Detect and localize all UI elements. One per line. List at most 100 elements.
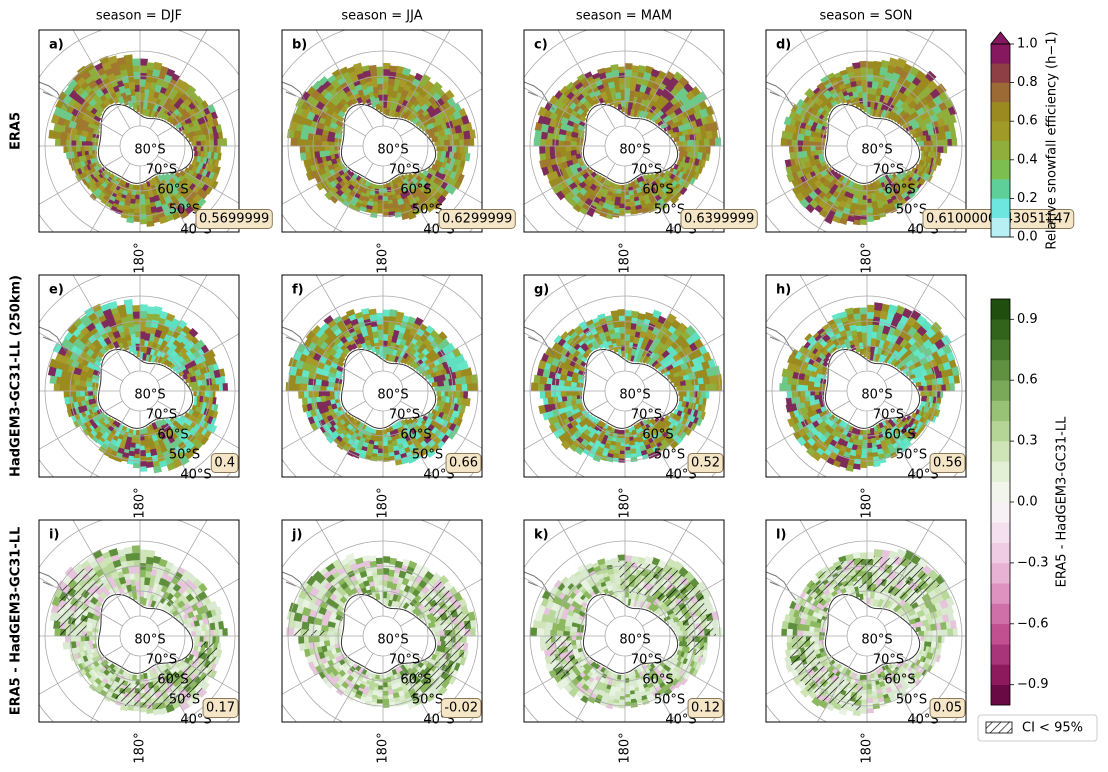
latitude-label: 80°S	[134, 143, 165, 158]
meridian	[634, 30, 693, 129]
meridian	[39, 400, 123, 450]
meridian	[72, 520, 131, 619]
latitude-label: 70°S	[631, 163, 662, 178]
value-box	[445, 453, 482, 473]
column-title: season = SON	[819, 9, 912, 24]
column-title: season = MAM	[576, 9, 672, 24]
meridian	[574, 163, 616, 232]
coastline	[524, 326, 555, 356]
longitude-label: 180°	[133, 487, 148, 518]
colorbar-band	[991, 179, 1010, 199]
map-content	[766, 520, 966, 722]
meridian	[332, 408, 374, 477]
meridian	[766, 645, 850, 695]
meridian	[400, 645, 482, 694]
meridian	[642, 578, 724, 627]
colorbar-band	[991, 63, 1010, 83]
meridian	[392, 163, 434, 232]
legend-frame	[977, 714, 1098, 742]
meridian	[39, 332, 123, 382]
latitude-label: 60°S	[884, 428, 915, 443]
map-content	[524, 275, 724, 477]
colorbar-band	[991, 121, 1010, 141]
coastline	[766, 81, 797, 111]
latitude-label: 50°S	[412, 448, 443, 463]
meridian	[642, 333, 724, 382]
meridian	[634, 163, 676, 232]
panel-value: 0.66	[449, 456, 478, 471]
meridian	[642, 88, 724, 137]
meridian	[392, 408, 434, 477]
latitude-label: 70°S	[146, 163, 177, 178]
colorbar-band	[991, 461, 1010, 482]
legend-swatch	[985, 721, 1013, 734]
latitude-label: 60°S	[157, 183, 188, 198]
map-panel: 80°S70°S60°S50°S40°Sg)180°0.52	[523, 274, 725, 519]
latitude-label: 60°S	[400, 183, 431, 198]
latitude-label: 80°S	[134, 388, 165, 403]
meridian	[282, 645, 366, 695]
longitude-label: 180°	[860, 487, 875, 518]
longitude-label: 180°	[133, 732, 148, 763]
meridian	[634, 520, 693, 619]
meridian	[524, 577, 608, 627]
colorbar-label: Relative snowfall efficiency (h−1)	[1045, 31, 1060, 249]
longitude-label: 180°	[618, 242, 633, 273]
panel-value: 0.05	[933, 701, 962, 716]
latitude-label: 70°S	[389, 408, 420, 423]
meridian	[524, 87, 608, 137]
latitude-label: 70°S	[873, 163, 904, 178]
latitude-label: 50°S	[654, 203, 685, 218]
meridian	[634, 653, 676, 722]
latitude-label: 70°S	[873, 408, 904, 423]
value-box	[929, 698, 966, 718]
latitude-label: 70°S	[389, 163, 420, 178]
panel-label: a)	[49, 38, 64, 53]
hatch-area	[789, 556, 940, 711]
colorbar-band	[991, 299, 1010, 320]
meridian	[574, 408, 616, 477]
colorbar-band	[991, 684, 1010, 706]
colorbar-band	[991, 441, 1010, 462]
colorbar-band	[991, 380, 1010, 401]
map-panel: 80°S 70°S 60°S 50°S 40°S e) 180° 0.4	[38, 274, 240, 519]
latitude-label: 50°S	[896, 693, 927, 708]
coastline	[282, 571, 313, 601]
meridian	[157, 88, 239, 137]
meridian	[149, 520, 208, 619]
panel-label: d)	[776, 38, 791, 53]
frame	[281, 29, 483, 233]
panel-value: 0.12	[691, 701, 720, 716]
map-content	[39, 275, 239, 477]
meridian	[157, 645, 239, 694]
longitude-label: 180°	[618, 487, 633, 518]
row-label: HadGEM3-GC31-LL (250km)	[9, 275, 24, 477]
meridian	[799, 275, 858, 374]
map-panel: 80°S70°S60°S50°S40°Sb)180°0.6299999	[281, 29, 516, 274]
field	[786, 304, 950, 469]
map-content	[524, 520, 724, 722]
latitude-label: 70°S	[631, 408, 662, 423]
meridian	[392, 520, 451, 619]
colorbar-label: ERA5 - HadGEM3-GC31-LL	[1055, 416, 1070, 587]
colorbar-tick-label: −0.6	[1017, 616, 1049, 631]
meridian	[282, 155, 366, 205]
colorbar-band	[991, 583, 1010, 604]
meridian	[766, 332, 850, 382]
colorbar-band	[991, 542, 1010, 564]
meridian	[282, 400, 366, 450]
value-box	[440, 698, 482, 718]
meridian	[39, 155, 123, 205]
meridian	[876, 163, 918, 232]
panel-label: k)	[534, 528, 549, 543]
meridian	[157, 578, 239, 627]
colorbar-tick-label: 0.6	[1017, 114, 1038, 129]
meridian	[642, 400, 724, 449]
map-panel: 80°S70°S60°S50°S40°Sf)180°0.66	[281, 274, 483, 519]
meridian	[574, 653, 616, 722]
colorbar-band	[991, 159, 1010, 180]
latitude-label: 60°S	[642, 673, 673, 688]
colorbar-band	[991, 623, 1010, 645]
latitude-label: 50°S	[169, 203, 200, 218]
